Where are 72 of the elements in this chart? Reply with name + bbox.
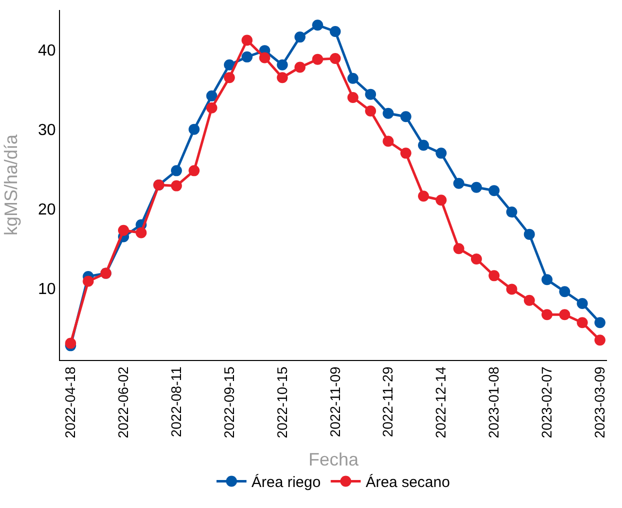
point [118, 224, 130, 236]
point [506, 206, 518, 218]
point [453, 178, 464, 189]
point [224, 72, 235, 84]
point [312, 20, 324, 31]
point [347, 92, 358, 103]
x-tick-label: 2023-01-08 [486, 366, 502, 438]
point [559, 286, 570, 298]
legend-label: Área secano [366, 473, 450, 492]
y-tick-label: 20 [38, 201, 56, 218]
point [382, 136, 394, 147]
x-tick-label: 2022-12-14 [432, 366, 449, 438]
point [594, 334, 606, 346]
point [576, 317, 588, 328]
point [294, 62, 306, 73]
x-axis-title: Fecha [308, 449, 360, 470]
point [400, 148, 412, 159]
y-tick-label: 10 [38, 281, 56, 298]
point [542, 309, 553, 320]
point [365, 88, 376, 100]
x-tick-label: 2023-02-07 [538, 366, 555, 438]
point [488, 270, 500, 282]
x-tick-label: 2022-11-29 [380, 366, 396, 438]
legend-label: Área riego [252, 473, 321, 492]
point [206, 90, 218, 102]
x-tick-label: 2022-06-02 [115, 366, 132, 438]
point [82, 276, 94, 287]
point [470, 182, 482, 193]
point [224, 59, 235, 70]
point [312, 54, 324, 65]
point [170, 180, 182, 192]
x-tick-label: 2022-11-09 [326, 366, 343, 438]
point [136, 227, 147, 238]
point [436, 148, 447, 159]
point [188, 124, 200, 135]
point [488, 185, 500, 196]
point [576, 298, 588, 310]
point [347, 72, 358, 84]
point [594, 317, 606, 328]
x-tick-label: 2023-03-09 [591, 366, 608, 438]
point [188, 165, 200, 176]
point [382, 108, 394, 119]
y-tick-label: 30 [38, 122, 56, 139]
point [400, 111, 412, 122]
point [330, 26, 341, 37]
point [170, 165, 182, 176]
point [65, 338, 76, 349]
point [506, 284, 518, 295]
point [294, 32, 306, 43]
point [365, 106, 376, 117]
point [524, 228, 535, 240]
x-tick-label: 2022-08-11 [168, 366, 184, 438]
point [542, 274, 553, 286]
point [330, 53, 341, 64]
point [418, 190, 429, 202]
point [559, 309, 570, 320]
x-tick-label: 2022-04-18 [62, 366, 78, 438]
point [242, 34, 253, 46]
point [276, 59, 288, 70]
y-tick-label: 40 [38, 42, 56, 60]
point [418, 140, 429, 151]
point [259, 52, 270, 64]
point [242, 51, 253, 62]
x-tick-label: 2022-10-15 [274, 366, 290, 438]
y-axis-title: kgMS/ha/día [1, 133, 22, 236]
point [453, 243, 464, 254]
point [436, 194, 447, 206]
point [206, 102, 218, 114]
x-tick-label: 2022-09-15 [220, 366, 237, 438]
point [470, 253, 482, 264]
point [524, 294, 535, 306]
point [276, 72, 288, 84]
